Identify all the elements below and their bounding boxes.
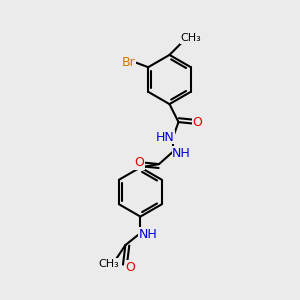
Text: NH: NH [172, 146, 191, 160]
Text: O: O [135, 156, 144, 169]
Text: HN: HN [156, 130, 174, 144]
Text: CH₃: CH₃ [98, 259, 119, 269]
Text: CH₃: CH₃ [180, 33, 201, 43]
Text: NH: NH [139, 228, 157, 241]
Text: O: O [126, 261, 135, 274]
Text: Br: Br [122, 56, 136, 69]
Text: O: O [193, 116, 202, 129]
